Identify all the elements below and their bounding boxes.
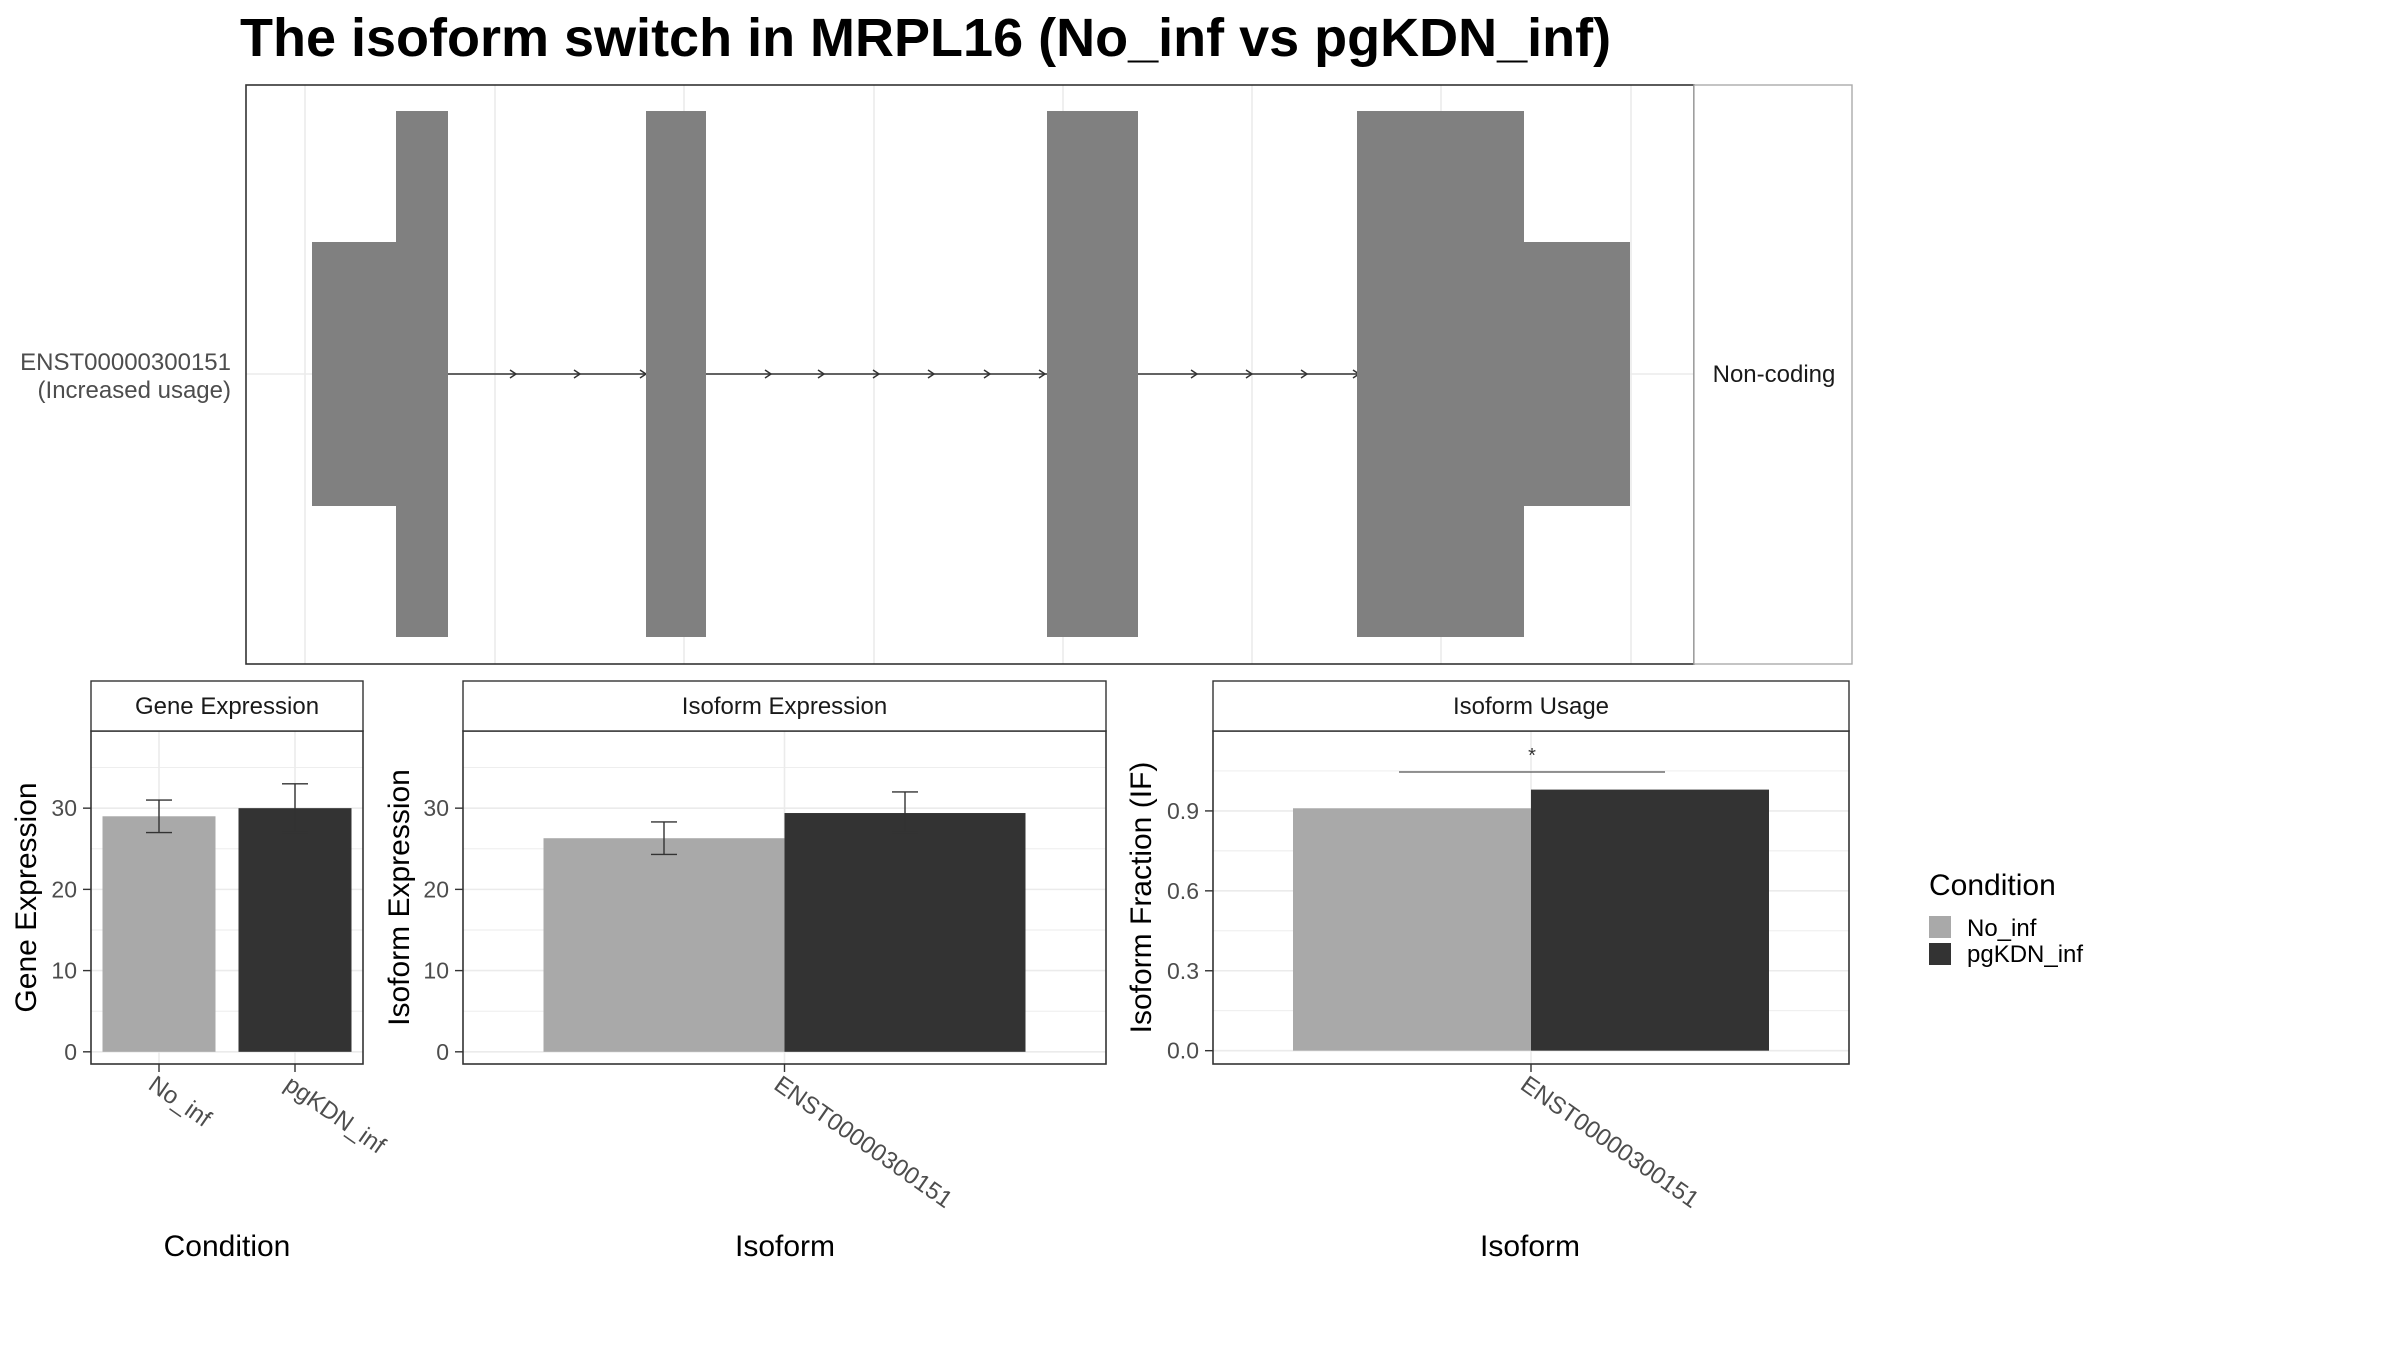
y-tick-label: 20 [51,876,77,902]
x-tick-label: pgKDN_inf [280,1071,391,1160]
x-axis-title: Isoform [735,1230,835,1263]
y-tick-label: 0.0 [1167,1038,1199,1064]
bar-panel-2: * Isoform Usage 0.0 0.3 0.6 0.9 ENST0000030015… [1125,680,1850,1263]
y-tick-label: 0.6 [1167,878,1199,904]
utr-5prime [312,242,398,506]
error-bar-0 [651,821,677,856]
legend-key-pgkdn-inf [1929,943,1951,965]
x-tick-label: ENST00000300151 [1516,1071,1704,1214]
bar-0 [102,816,216,1052]
y-tick-label: 0.3 [1167,958,1199,984]
y-tick-label: 10 [51,958,77,984]
legend-label-pgkdn-inf: pgKDN_inf [1967,941,2083,968]
x-tick-label: No_inf [144,1071,217,1133]
strip-label: Isoform Usage [1453,693,1609,720]
bar-panel-1: Isoform Expression 0 10 20 30 ENST00000300151… [383,680,1107,1263]
bar-0 [1293,808,1531,1051]
bar-1 [238,808,352,1052]
y-tick-label: 0.9 [1167,798,1199,824]
intron-arrows [509,369,1361,379]
legend-title: Condition [1929,869,2056,902]
legend-label-no-inf: No_inf [1967,915,2037,942]
figure-title: The isoform switch in MRPL16 (No_inf vs … [240,8,1611,68]
y-tick-label: 30 [423,795,449,821]
exon-4 [1357,111,1524,637]
x-axis-title: Condition [164,1230,291,1263]
bar-panel-0: Gene Expression 0 10 20 30 No_inf pgKDN_inf Gen… [10,680,391,1263]
strip-label: Isoform Expression [682,693,887,720]
facet-label: Non-coding [1713,361,1836,388]
x-axis-title: Isoform [1480,1230,1580,1263]
error-bar-1 [892,791,918,834]
structure-panel: Non-coding ENST00000300151 (Increased us… [20,84,1853,665]
error-bar-0 [146,799,172,834]
y-tick-label: 0 [436,1039,449,1065]
legend: Condition No_inf pgKDN_inf [1929,869,2083,968]
y-axis-title: Gene Expression [10,782,43,1012]
isoform-note-label: (Increased usage) [38,377,231,404]
isoform-id-label: ENST00000300151 [20,349,231,376]
error-bar-1 [282,783,308,834]
strip-box [90,680,364,732]
exon-1 [396,111,448,637]
bar-0 [543,838,785,1052]
x-tick-label: ENST00000300151 [769,1071,957,1214]
strip-label: Gene Expression [135,693,319,720]
bar-1 [1531,789,1769,1051]
y-tick-label: 20 [423,876,449,902]
facet-strip [1693,84,1853,665]
significance-marker: * [1528,745,1536,767]
y-tick-label: 30 [51,795,77,821]
y-tick-label: 10 [423,958,449,984]
exons [312,111,1630,637]
utr-3prime [1522,242,1630,506]
y-tick-label: 0 [64,1039,77,1065]
bar-1 [784,813,1026,1052]
legend-key-no-inf [1929,916,1951,938]
exon-3 [1047,111,1138,637]
exon-2 [646,111,706,637]
strip-box [462,680,1107,732]
bar-panels: Gene Expression 0 10 20 30 No_inf pgKDN_inf Gen… [10,680,1850,1263]
strip-box [1212,680,1850,732]
y-axis-title: Isoform Expression [383,769,416,1026]
y-axis-title: Isoform Fraction (IF) [1125,762,1158,1034]
